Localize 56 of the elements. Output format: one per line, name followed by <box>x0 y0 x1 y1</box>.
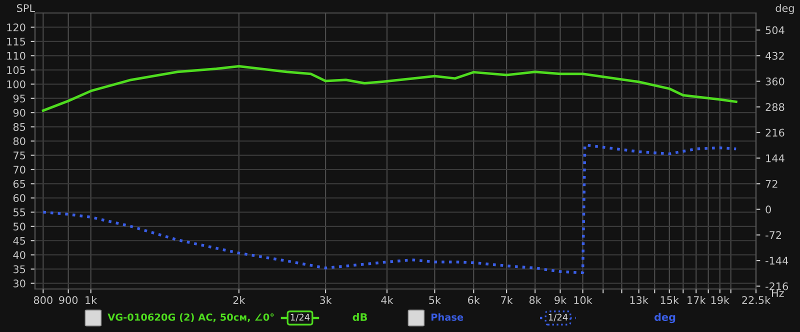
x-tick-label: 17k <box>688 296 706 304</box>
y-tick-label: 100 <box>7 80 26 88</box>
x-tick-label: 3k <box>320 296 332 304</box>
x-tick-label: 15k <box>660 296 679 304</box>
y-tick-label: 95 <box>13 94 26 102</box>
x-tick-label: 6k <box>468 296 480 304</box>
x-tick-label: 5k <box>429 296 441 304</box>
y-tick-label: 60 <box>13 194 26 202</box>
y-tick-label: 120 <box>7 23 26 32</box>
y2-tick-label: 0 <box>766 206 771 214</box>
y2-tick-label: 504 <box>766 26 784 34</box>
x-tick-label: 4k <box>381 296 394 304</box>
x-tick-label: 2k <box>233 296 246 304</box>
y2-tick-label: 72 <box>766 180 778 188</box>
x-tick-label: 900 <box>59 296 78 304</box>
y-tick-label: 110 <box>7 52 26 60</box>
x-tick-label: 10k <box>574 296 592 304</box>
y2-tick-label: 432 <box>766 52 784 60</box>
y-tick-label: 115 <box>7 38 26 46</box>
text: deg <box>654 312 676 324</box>
text: dB <box>352 312 367 322</box>
x-tick-label: 19k <box>711 296 730 304</box>
x-tick-label: 13k <box>630 296 648 304</box>
y-tick-label: 90 <box>13 108 26 117</box>
y-tick-label: 55 <box>14 208 26 216</box>
y-tick-label: 65 <box>13 180 26 188</box>
y-tick-label: 50 <box>14 222 26 231</box>
text: 1/24 <box>290 314 310 322</box>
y-tick-label: 85 <box>13 123 26 131</box>
y-tick-label: 40 <box>13 251 26 259</box>
y-tick-label: 70 <box>14 166 26 174</box>
y2-axis-title: deg <box>776 4 794 14</box>
x-tick-label: 7k <box>501 296 513 304</box>
y-tick-label: 105 <box>7 66 26 74</box>
x-tick-label: 22.5k <box>742 296 771 304</box>
y2-tick-label: 288 <box>766 103 784 112</box>
y2-tick-label: -72 <box>766 231 781 239</box>
text: 1/24 <box>548 314 568 322</box>
text: Phase <box>431 313 464 321</box>
y-tick-label: 30 <box>14 280 26 288</box>
y-axis-title: SPL <box>16 4 35 12</box>
y2-tick-label: -216 <box>766 282 788 290</box>
y2-tick-label: 360 <box>766 78 784 86</box>
x-tick-label: 9k <box>554 296 567 304</box>
x-axis-title: Hz <box>772 289 784 297</box>
y2-tick-label: 144 <box>766 154 784 162</box>
y-tick-label: 45 <box>13 236 26 245</box>
y-tick-label: 80 <box>13 137 26 146</box>
y2-tick-label: 216 <box>766 128 784 137</box>
text: VG-010620G (2) AC, 50см, ∠0° <box>108 313 274 322</box>
y2-tick-label: -144 <box>766 256 788 265</box>
x-tick-label: 800 <box>34 296 52 304</box>
y-tick-label: 35 <box>14 265 26 274</box>
x-tick-label: 8k <box>529 296 542 304</box>
y-tick-label: 75 <box>14 152 26 160</box>
x-tick-label: 1k <box>86 296 98 304</box>
